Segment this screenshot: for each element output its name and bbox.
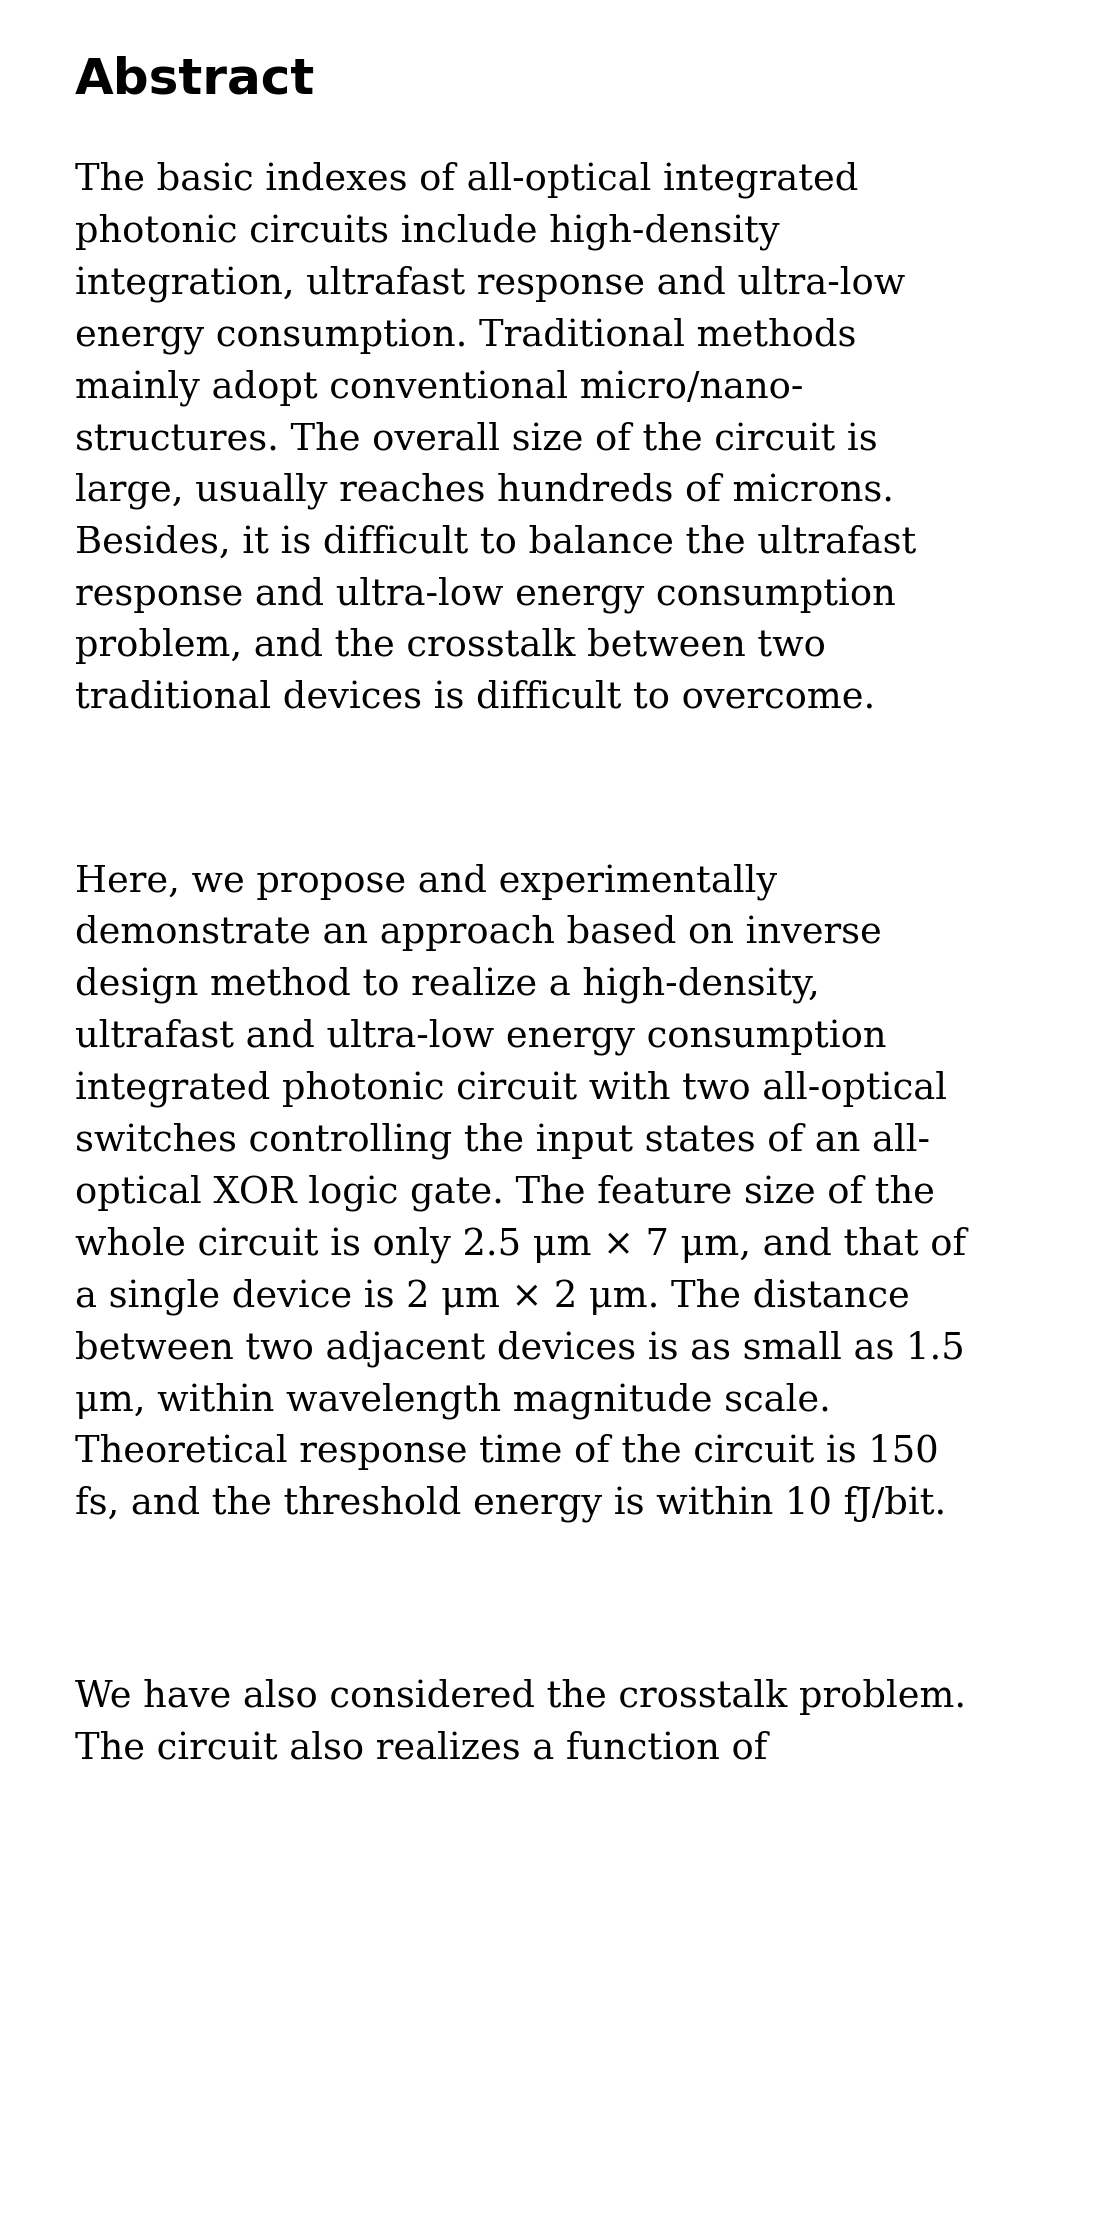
Text: We have also considered the crosstalk problem.
The circuit also realizes a funct: We have also considered the crosstalk pr…: [75, 1678, 966, 1766]
Text: Here, we propose and experimentally
demonstrate an approach based on inverse
des: Here, we propose and experimentally demo…: [75, 864, 966, 1522]
Text: Abstract: Abstract: [75, 56, 315, 103]
Text: The basic indexes of all-optical integrated
photonic circuits include high-densi: The basic indexes of all-optical integra…: [75, 161, 916, 716]
